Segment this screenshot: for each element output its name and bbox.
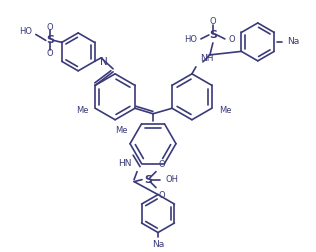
Text: OH: OH: [166, 175, 179, 184]
Text: S: S: [46, 36, 54, 45]
Text: HN: HN: [118, 159, 132, 168]
Text: S: S: [209, 30, 217, 40]
Text: Na: Na: [152, 240, 164, 249]
Text: NH: NH: [200, 54, 213, 63]
Text: O: O: [229, 36, 235, 44]
Text: S: S: [144, 175, 152, 185]
Text: Me: Me: [219, 106, 231, 115]
Text: HO: HO: [184, 36, 197, 44]
Text: N: N: [100, 57, 108, 67]
Text: O: O: [210, 17, 216, 26]
Text: Me: Me: [115, 126, 127, 135]
Text: O: O: [46, 23, 53, 32]
Text: O: O: [159, 160, 166, 169]
Text: O: O: [159, 191, 166, 200]
Text: O: O: [46, 49, 53, 58]
Text: HO: HO: [19, 27, 32, 36]
Text: Me: Me: [76, 106, 88, 115]
Text: Na: Na: [287, 37, 299, 46]
